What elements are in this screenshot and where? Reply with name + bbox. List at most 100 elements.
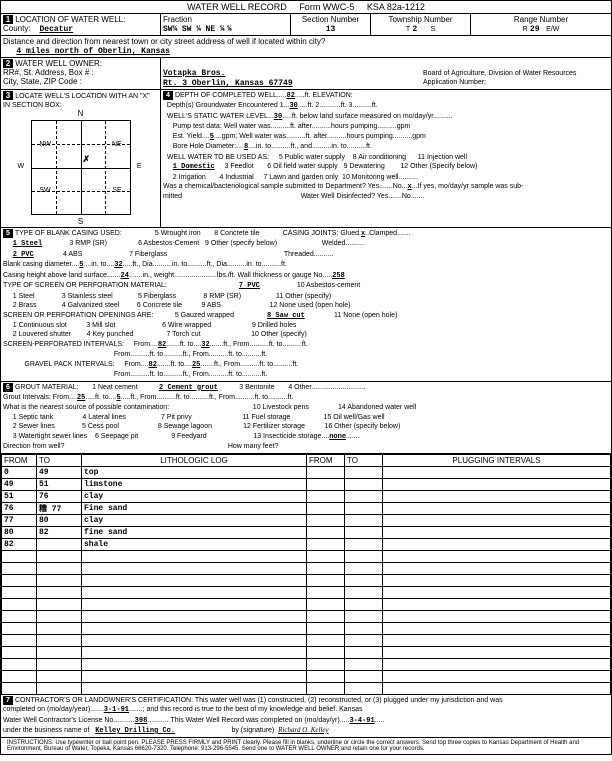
howmany-lbl: How many feet?: [228, 443, 279, 450]
bcd: 5: [79, 261, 83, 269]
joints-lbl: CASING JOINTS: Glued: [283, 230, 359, 237]
table-row: [2, 634, 611, 646]
table-row: [2, 622, 611, 634]
open-lbl: SCREEN OR PERFORATION OPENINGS ARE:: [3, 312, 153, 319]
w: W: [18, 163, 25, 170]
sec6-label: GROUT MATERIAL:: [15, 384, 79, 391]
th-from2: FROM: [307, 454, 345, 466]
table-row: [2, 670, 611, 682]
table-row: [2, 550, 611, 562]
pump-lbl: Pump test data: Well water was: [173, 123, 271, 130]
table-row: [2, 598, 611, 610]
sec2-label: WATER WELL OWNER:: [15, 59, 102, 68]
comp-date: 3-1-91: [104, 706, 129, 714]
ft-elev: ft. ELEVATION:: [305, 92, 353, 99]
rng-lbl: Range Number: [514, 15, 568, 24]
casing-steel: 1 Steel: [13, 240, 42, 248]
bcd-to: 32: [114, 261, 122, 269]
th-from: FROM: [2, 454, 37, 466]
sec7-num: 7: [3, 696, 13, 705]
sec5-label: TYPE OF BLANK CASING USED:: [15, 230, 122, 237]
lic-lbl: Water Well Contractor's License No.: [3, 717, 115, 724]
rng-no: 29: [530, 25, 540, 34]
table-row: [2, 574, 611, 586]
table-row: 7780clay: [2, 514, 611, 526]
table-row: [2, 610, 611, 622]
sec4-num: 4: [163, 91, 173, 100]
table-row: 76糟 77Fine sand: [2, 502, 611, 514]
owner-name: Votapka Bros.: [163, 69, 225, 78]
title: WATER WELL RECORD: [187, 2, 287, 12]
rec-date: 3-4-91: [349, 717, 374, 725]
gpi-lbl: GRAVEL PACK INTERVALS:: [24, 361, 114, 368]
city-lbl: City, State, ZIP Code :: [3, 77, 82, 86]
cert-lbl: CONTRACTOR'S OR LANDOWNER'S CERTIFICATIO…: [15, 697, 503, 704]
contam-lbl: What is the nearest source of possible c…: [3, 404, 169, 411]
ch-lbl: Casing height above land surface: [3, 272, 107, 279]
table-row: 5176clay: [2, 490, 611, 502]
section-box: NW NE SW SE W E ✗: [31, 120, 131, 215]
dist-lbl: Distance and direction from nearest town…: [3, 37, 325, 46]
table-row: 8082fine sand: [2, 526, 611, 538]
th-log: LITHOLOGIC LOG: [82, 454, 307, 466]
bus-name: Kelley Drilling Co.: [95, 727, 175, 735]
gi-lbl: Grout Intervals: From: [3, 394, 69, 401]
twp-lbl: Township Number: [388, 15, 452, 24]
sec-lbl: Section Number: [302, 15, 359, 24]
th-to2: TO: [345, 454, 383, 466]
depths-lbl: Depth(s) Groundwater Encountered 1.: [167, 102, 286, 109]
signature: Richard O. Kelley: [278, 726, 328, 734]
table-row: [2, 646, 611, 658]
dist-val: 4 miles north of Oberlin, Kansas: [16, 47, 170, 56]
screen-sel: 7 PVC: [239, 282, 260, 290]
sig-lbl: by (signature): [231, 727, 274, 734]
th-plug: PLUGGING INTERVALS: [383, 454, 611, 466]
ksa: KSA 82a-1212: [367, 2, 425, 12]
grout-sel: 2 Cement grout: [159, 384, 218, 392]
bcd-lbl: Blank casing diameter: [3, 261, 71, 268]
owner-addr: Rt. 3 Oberlin, Kansas 67749: [163, 79, 293, 88]
twp-s: S: [431, 26, 436, 33]
sec1-row: 1 LOCATION OF WATER WELL: County: Decatu…: [1, 14, 611, 36]
sec1-label: LOCATION OF WATER WELL:: [15, 15, 125, 24]
sec3-label: LOCATE WELL'S LOCATION WITH AN "X" IN SE…: [3, 93, 150, 109]
form-page: WATER WELL RECORD Form WWC-5 KSA 82a-121…: [0, 0, 612, 755]
swl-lbl: WELL'S STATIC WATER LEVEL: [167, 113, 268, 120]
comp-lbl: completed on (mo/day/year): [3, 706, 90, 713]
e: E: [137, 163, 142, 170]
est-yield: 5: [210, 133, 214, 141]
casing-pvc: 2 PVC: [13, 251, 34, 259]
sec1-num: 1: [3, 15, 13, 24]
table-row: [2, 562, 611, 574]
sec5-num: 5: [3, 229, 13, 238]
ch: 24: [121, 272, 129, 280]
form-header: WATER WELL RECORD Form WWC-5 KSA 82a-121…: [1, 1, 611, 14]
n-lbl: N: [3, 109, 158, 118]
s-lbl: S: [3, 217, 158, 226]
instructions: INSTRUCTIONS: Use typewriter or ball poi…: [1, 737, 611, 754]
spi-lbl: SCREEN-PERFORATED INTERVALS:: [3, 341, 124, 348]
use-lbl: WELL WATER TO BE USED AS:: [167, 154, 269, 161]
board-lbl: Board of Agriculture, Division of Water …: [423, 70, 576, 77]
sec-no: 13: [326, 25, 336, 34]
lic-no: 398: [135, 717, 148, 725]
rr-lbl: RR#, St. Address, Box # :: [3, 68, 94, 77]
none: none: [329, 433, 346, 441]
frac0: SW¼: [163, 25, 177, 34]
fraction-lbl: Fraction: [163, 15, 192, 24]
bore-lbl: Bore Hole Diameter:: [173, 143, 236, 150]
county-val: Decatur: [39, 25, 73, 34]
sw: SW: [39, 187, 50, 194]
depth: 82: [287, 92, 295, 100]
bore: 8: [244, 143, 248, 151]
form-no: Form WWC-5: [299, 2, 354, 12]
swl: 30: [274, 113, 282, 121]
rng-ew: E/W: [546, 26, 559, 33]
sec2-num: 2: [3, 59, 13, 68]
screen-lbl: TYPE OF SCREEN OR PERFORATION MATERIAL:: [3, 282, 167, 289]
frac2: NE ¼: [206, 25, 225, 34]
table-row: [2, 658, 611, 670]
open-sel: 8 Saw cut: [267, 312, 305, 320]
se: SE: [112, 187, 121, 194]
table-row: [2, 586, 611, 598]
